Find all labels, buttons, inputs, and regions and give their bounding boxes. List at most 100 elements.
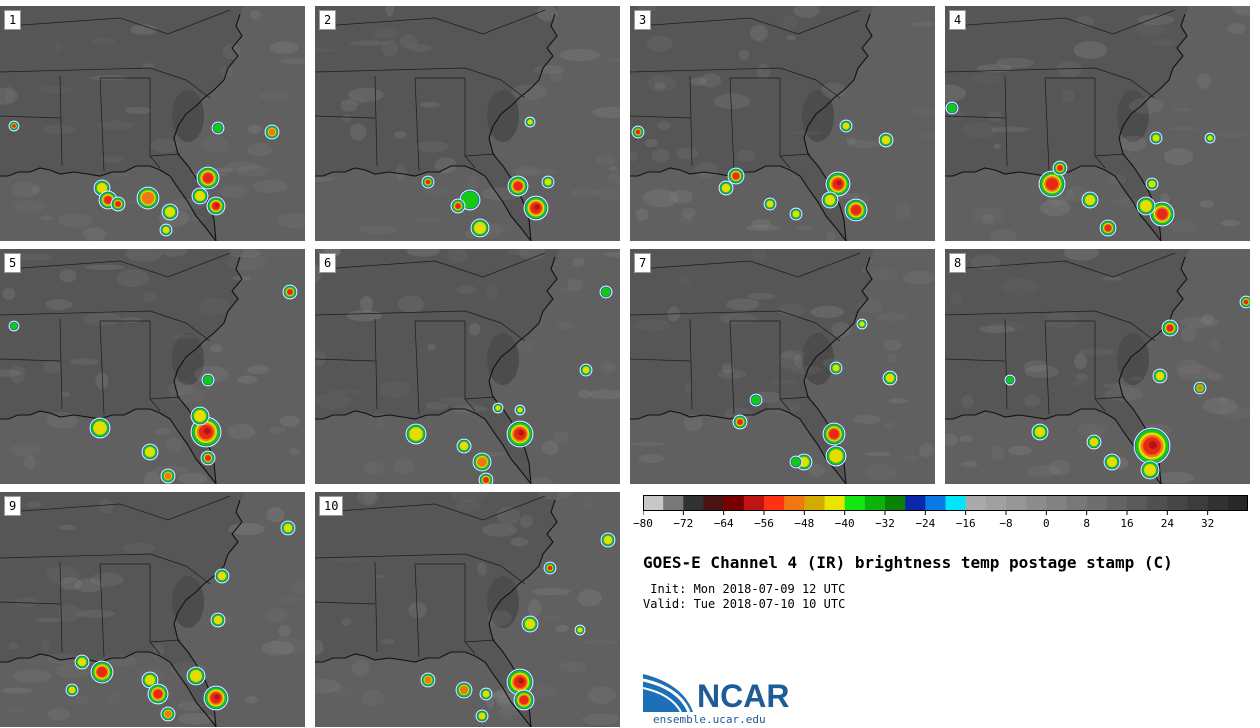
cloud-texture bbox=[45, 298, 73, 310]
storm-cell bbox=[214, 568, 230, 584]
cloud-texture bbox=[315, 678, 342, 694]
map-svg bbox=[630, 249, 935, 484]
colorbar-swatch bbox=[764, 495, 785, 511]
colorbar-tick-label: −80 bbox=[633, 517, 653, 530]
storm-cell bbox=[161, 203, 179, 221]
coastline bbox=[0, 651, 217, 727]
map-panel: 2 bbox=[315, 6, 620, 241]
cloud-texture bbox=[341, 617, 351, 627]
cloud-texture bbox=[1, 687, 34, 694]
map-panel: 10 bbox=[315, 492, 620, 727]
state-border bbox=[99, 77, 105, 172]
cloud-texture bbox=[638, 454, 665, 464]
cloud-texture bbox=[1062, 88, 1075, 103]
cloud-texture bbox=[919, 443, 934, 458]
cloud-texture bbox=[315, 393, 353, 409]
cloud-texture bbox=[408, 602, 427, 619]
cloud-texture bbox=[237, 375, 258, 384]
cloud-texture bbox=[884, 421, 895, 429]
map-panel: 3 bbox=[630, 6, 935, 241]
colorbar-tick-label: −8 bbox=[999, 517, 1013, 530]
cloud-texture bbox=[517, 340, 536, 352]
cloud-texture bbox=[1219, 406, 1250, 419]
colorbar-swatch bbox=[1207, 495, 1229, 511]
storm-cell bbox=[470, 218, 490, 238]
colorbar-swatch bbox=[743, 495, 765, 511]
colorbar-tick-label: 8 bbox=[1083, 517, 1090, 530]
cloud-texture bbox=[23, 455, 36, 469]
cloud-texture bbox=[567, 278, 584, 291]
cloud-texture bbox=[870, 268, 897, 281]
cloud-texture bbox=[59, 391, 71, 398]
cloud-texture bbox=[46, 411, 78, 429]
cloud-texture bbox=[796, 225, 814, 230]
cloud-texture bbox=[1176, 364, 1214, 381]
cloud-texture bbox=[1207, 372, 1223, 381]
cloud-texture bbox=[990, 229, 1017, 241]
cloud-texture bbox=[46, 653, 81, 665]
cloud-texture bbox=[222, 44, 241, 60]
cloud-texture bbox=[600, 362, 616, 372]
state-border bbox=[1094, 153, 1126, 157]
cloud-texture bbox=[541, 440, 559, 455]
cloud-texture bbox=[1074, 353, 1087, 370]
cloud-texture bbox=[4, 85, 15, 104]
storm-cell bbox=[718, 180, 734, 196]
cloud-texture bbox=[47, 708, 70, 721]
cloud-texture bbox=[455, 499, 482, 513]
cloud-texture bbox=[349, 40, 387, 46]
cloud-texture bbox=[142, 63, 154, 69]
storm-cell bbox=[74, 654, 90, 670]
storm-cell bbox=[521, 615, 539, 633]
storm-cell bbox=[420, 672, 436, 688]
land-mass bbox=[315, 492, 559, 727]
colorbar-tick-label: 32 bbox=[1201, 517, 1215, 530]
colorbar-swatch bbox=[1066, 495, 1087, 511]
cloud-texture bbox=[861, 267, 870, 273]
cloud-texture bbox=[10, 443, 42, 457]
storm-cell bbox=[479, 687, 493, 701]
cool-region bbox=[487, 576, 519, 628]
cloud-texture bbox=[1209, 338, 1220, 351]
cloud-texture bbox=[911, 107, 935, 117]
cloud-texture bbox=[43, 361, 61, 374]
cloud-texture bbox=[253, 180, 288, 193]
map-svg bbox=[0, 492, 305, 727]
coastline bbox=[315, 408, 532, 484]
state-border bbox=[414, 563, 420, 658]
storm-cell bbox=[732, 414, 748, 430]
cloud-texture bbox=[810, 305, 845, 318]
cloud-texture bbox=[1024, 360, 1048, 373]
cloud-texture bbox=[1077, 423, 1106, 438]
cloud-texture bbox=[178, 472, 207, 484]
storm-cell bbox=[882, 370, 898, 386]
storm-cell bbox=[1052, 160, 1068, 176]
storm-cell bbox=[211, 121, 225, 135]
storm-cell bbox=[1239, 295, 1250, 309]
cloud-texture bbox=[651, 149, 670, 163]
cool-region bbox=[172, 90, 204, 142]
cloud-texture bbox=[603, 58, 620, 63]
cloud-texture bbox=[0, 87, 18, 105]
state-border bbox=[779, 396, 811, 400]
state-border bbox=[315, 115, 376, 119]
cloud-texture bbox=[378, 380, 412, 399]
cloud-texture bbox=[676, 147, 698, 160]
cloud-texture bbox=[864, 451, 891, 457]
cloud-texture bbox=[583, 640, 617, 645]
map-panel: 1 bbox=[0, 6, 305, 241]
storm-cell bbox=[201, 373, 215, 387]
storm-cell bbox=[160, 706, 176, 722]
cloud-texture bbox=[124, 106, 152, 115]
cloud-texture bbox=[8, 641, 19, 650]
storm-cell bbox=[191, 187, 209, 205]
state-border bbox=[637, 252, 861, 278]
cloud-texture bbox=[1024, 394, 1041, 407]
cloud-texture bbox=[408, 44, 433, 52]
colorbar-tick-label: 16 bbox=[1120, 517, 1134, 530]
cloud-texture bbox=[349, 123, 367, 141]
cloud-texture bbox=[1056, 61, 1082, 77]
cloud-texture bbox=[757, 63, 770, 80]
state-border bbox=[7, 495, 231, 521]
colorbar-swatch bbox=[663, 495, 684, 511]
